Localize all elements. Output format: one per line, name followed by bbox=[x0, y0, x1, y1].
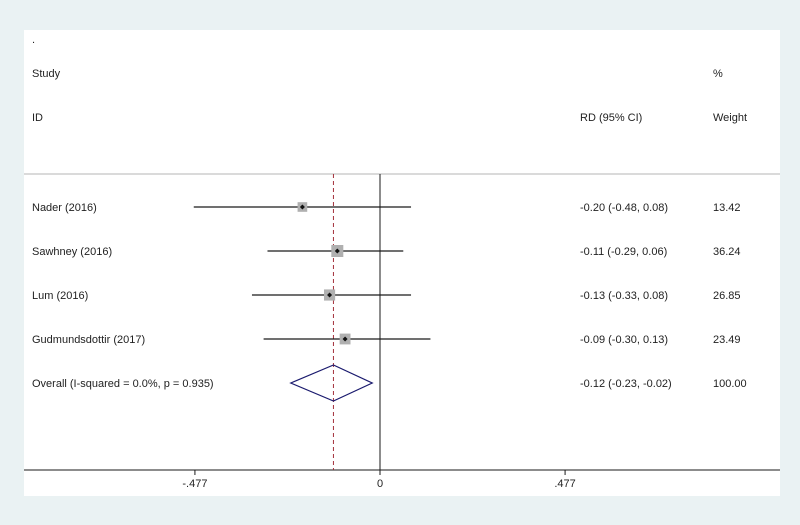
study-weight: 36.24 bbox=[713, 246, 741, 258]
x-tick-label: .477 bbox=[554, 478, 575, 490]
point-estimate bbox=[334, 248, 340, 254]
point-estimate bbox=[342, 336, 348, 342]
forest-plot-svg: . Study ID RD (95% CI) % Weight Nader (2… bbox=[24, 34, 780, 490]
overall-ci-text: -0.12 (-0.23, -0.02) bbox=[580, 378, 672, 390]
x-tick-label: 0 bbox=[377, 478, 383, 490]
x-tick-label: -.477 bbox=[182, 478, 207, 490]
study-label: Lum (2016) bbox=[32, 290, 88, 302]
study-ci-text: -0.13 (-0.33, 0.08) bbox=[580, 290, 668, 302]
study-label: Nader (2016) bbox=[32, 202, 97, 214]
header-pct: % bbox=[713, 68, 723, 80]
study-weight: 23.49 bbox=[713, 334, 741, 346]
study-label: Gudmundsdottir (2017) bbox=[32, 334, 145, 346]
study-weight: 13.42 bbox=[713, 202, 741, 214]
point-estimate bbox=[299, 204, 305, 210]
overall-diamond bbox=[289, 364, 374, 402]
dot-mark: . bbox=[32, 34, 35, 46]
study-ci-text: -0.09 (-0.30, 0.13) bbox=[580, 334, 668, 346]
forest-plot: . Study ID RD (95% CI) % Weight Nader (2… bbox=[24, 30, 780, 496]
study-weight: 26.85 bbox=[713, 290, 741, 302]
overall-weight: 100.00 bbox=[713, 378, 747, 390]
header-study: Study bbox=[32, 68, 61, 80]
marks-layer: Nader (2016) -0.20 (-0.48, 0.08) 13.42 Sawh… bbox=[32, 174, 747, 490]
overall-label: Overall (I-squared = 0.0%, p = 0.935) bbox=[32, 378, 214, 390]
header-rd: RD (95% CI) bbox=[580, 112, 642, 124]
point-estimate bbox=[327, 292, 333, 298]
study-ci-text: -0.11 (-0.29, 0.06) bbox=[580, 246, 667, 258]
header-weight: Weight bbox=[713, 112, 747, 124]
study-ci-text: -0.20 (-0.48, 0.08) bbox=[580, 202, 668, 214]
study-label: Sawhney (2016) bbox=[32, 246, 112, 258]
header-id: ID bbox=[32, 112, 43, 124]
